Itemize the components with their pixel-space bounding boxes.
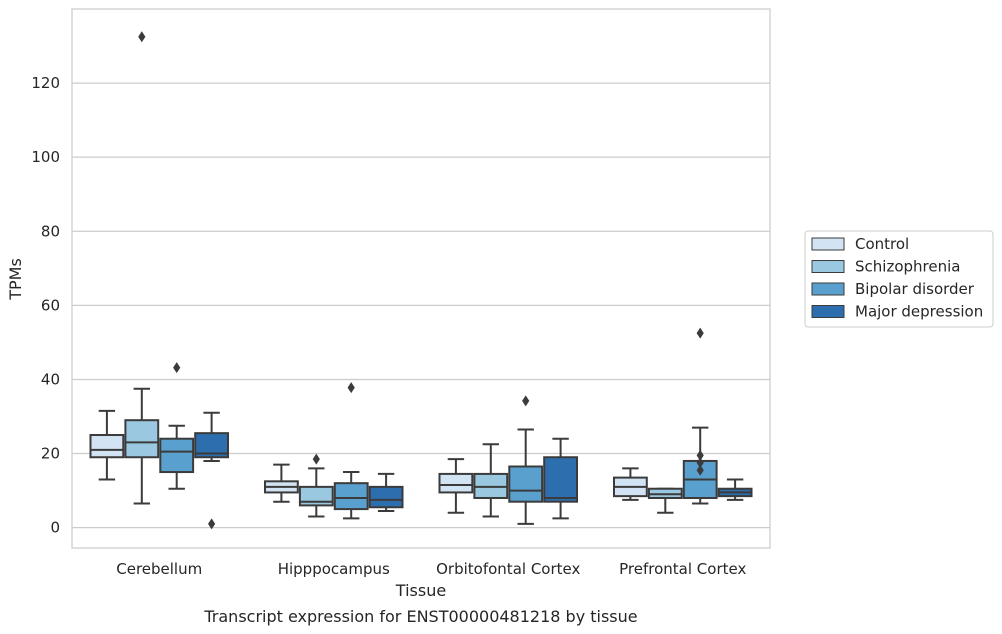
box-major-depression bbox=[194, 411, 230, 530]
outlier-point bbox=[696, 327, 704, 339]
box-major-depression bbox=[717, 478, 753, 501]
box-schizophrenia bbox=[473, 443, 509, 518]
outlier-point bbox=[173, 362, 181, 374]
x-tick-label: Prefrontal Cortex bbox=[619, 560, 746, 578]
legend-label: Major depression bbox=[855, 303, 983, 321]
outlier-point bbox=[696, 464, 704, 476]
box-series bbox=[89, 31, 753, 530]
y-tick-label: 20 bbox=[41, 445, 60, 463]
outlier-point bbox=[138, 31, 146, 43]
y-tick-label: 120 bbox=[31, 74, 60, 92]
box-body bbox=[438, 472, 474, 494]
legend-swatch bbox=[811, 237, 845, 251]
box-body bbox=[159, 437, 195, 474]
box-control bbox=[263, 463, 299, 503]
outlier-point bbox=[312, 453, 320, 465]
box-bipolar-disorder bbox=[333, 382, 369, 520]
y-tick-label: 40 bbox=[41, 370, 60, 388]
box-body bbox=[124, 419, 160, 459]
box-control bbox=[438, 458, 474, 514]
y-tick-label: 80 bbox=[41, 222, 60, 240]
box-major-depression bbox=[368, 472, 404, 512]
legend-frame bbox=[804, 230, 994, 328]
y-axis-label: TPMs bbox=[6, 258, 25, 301]
legend-label: Bipolar disorder bbox=[855, 280, 975, 298]
y-tick-label: 60 bbox=[41, 296, 60, 314]
box-bipolar-disorder bbox=[508, 395, 544, 525]
legend-swatch bbox=[811, 305, 845, 318]
box-bipolar-disorder bbox=[682, 327, 718, 505]
y-tick-labels: 0 20 40 60 80 100 120 bbox=[31, 74, 60, 537]
legend-swatch bbox=[811, 282, 845, 296]
box-body bbox=[508, 465, 544, 503]
outlier-point bbox=[522, 395, 530, 407]
y-tick-label: 100 bbox=[31, 148, 60, 166]
box-body bbox=[333, 482, 369, 511]
outlier-point bbox=[347, 382, 355, 394]
box-major-depression bbox=[543, 437, 579, 520]
x-tick-label: Cerebellum bbox=[116, 560, 202, 578]
outlier-point bbox=[208, 518, 216, 530]
box-schizophrenia bbox=[647, 487, 683, 514]
legend: Control Schizophrenia Bipolar disorder Majo… bbox=[804, 230, 994, 328]
box-bipolar-disorder bbox=[159, 362, 195, 490]
x-tick-label: Hipppocampus bbox=[278, 560, 390, 578]
box-control bbox=[612, 467, 648, 501]
chart-caption: Transcript expression for ENST0000048121… bbox=[203, 607, 637, 626]
legend-swatch bbox=[811, 260, 845, 273]
box-control bbox=[89, 409, 125, 481]
box-schizophrenia bbox=[298, 453, 334, 518]
x-tick-label: Orbitofontal Cortex bbox=[436, 560, 580, 578]
y-tick-label: 0 bbox=[50, 519, 60, 537]
outlier-point bbox=[696, 457, 704, 469]
box-body bbox=[543, 456, 579, 503]
box-body bbox=[89, 434, 125, 459]
x-tick-labels: Cerebellum Hipppocampus Orbitofontal Corte… bbox=[116, 560, 746, 578]
legend-label: Control bbox=[855, 235, 909, 253]
box-body bbox=[368, 485, 404, 509]
legend-label: Schizophrenia bbox=[855, 258, 960, 276]
plot-area-frame bbox=[71, 8, 771, 549]
x-axis-label: Tissue bbox=[395, 581, 446, 600]
outlier-point bbox=[696, 449, 704, 461]
box-schizophrenia bbox=[124, 31, 160, 505]
